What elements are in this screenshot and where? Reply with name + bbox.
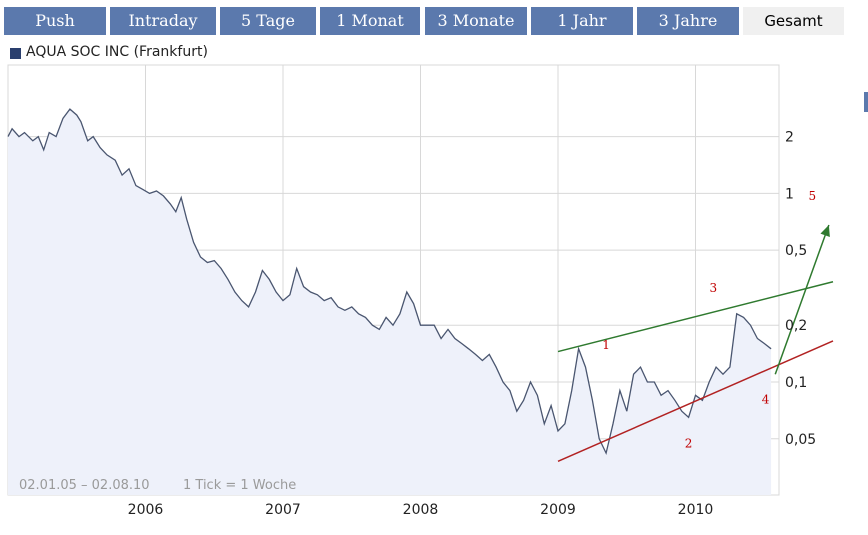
tab-gesamt[interactable]: Gesamt <box>743 7 844 35</box>
x-tick-label: 2010 <box>678 502 714 518</box>
tab-intraday[interactable]: Intraday <box>110 7 216 35</box>
trend-arrowhead <box>820 224 830 238</box>
x-tick-label: 2009 <box>540 502 576 518</box>
legend-swatch <box>10 48 21 59</box>
y-tick-label: 0,5 <box>785 243 807 259</box>
wave-label: 1 <box>602 338 610 352</box>
tab-3-jahre[interactable]: 3 Jahre <box>637 7 739 35</box>
wave-label: 2 <box>685 436 693 450</box>
tab-5-tage[interactable]: 5 Tage <box>220 7 316 35</box>
y-tick-label: 0,05 <box>785 432 816 448</box>
wave-label: 5 <box>809 189 817 203</box>
date-range-label: 02.01.05 – 02.08.10 <box>19 478 150 493</box>
y-tick-label: 0,1 <box>785 375 807 391</box>
y-tick-label: 0,2 <box>785 318 807 334</box>
x-tick-label: 2006 <box>128 502 164 518</box>
y-axis: 0,05 0,1 0,2 0,5 1 2 <box>785 130 816 448</box>
scrollbar-handle[interactable] <box>864 92 868 112</box>
tick-interval-label: 1 Tick = 1 Woche <box>183 478 296 493</box>
x-tick-label: 2007 <box>265 502 301 518</box>
y-tick-label: 2 <box>785 130 794 146</box>
price-line <box>7 108 772 456</box>
tab-3-monate[interactable]: 3 Monate <box>425 7 527 35</box>
annotations: 1 2 3 4 5 <box>602 189 816 450</box>
trendline-green <box>557 281 834 353</box>
tab-1-jahr[interactable]: 1 Jahr <box>531 7 633 35</box>
trendline-red <box>557 340 834 462</box>
legend-label: AQUA SOC INC (Frankfurt) <box>26 44 208 60</box>
tab-1-monat[interactable]: 1 Monat <box>320 7 420 35</box>
x-tick-label: 2008 <box>403 502 439 518</box>
trendline-green <box>774 224 830 375</box>
x-axis: 2006 2007 2008 2009 2010 <box>128 502 714 518</box>
trendlines <box>557 224 834 462</box>
price-area <box>8 109 772 495</box>
y-tick-label: 1 <box>785 186 794 202</box>
wave-label: 4 <box>762 392 770 406</box>
tab-push[interactable]: Push <box>4 7 106 35</box>
wave-label: 3 <box>710 281 718 295</box>
